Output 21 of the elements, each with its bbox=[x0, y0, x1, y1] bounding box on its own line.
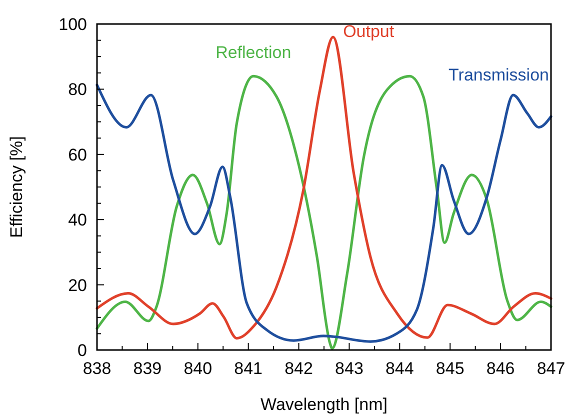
y-tick-label: 40 bbox=[68, 210, 87, 230]
x-tick-label: 844 bbox=[385, 359, 414, 378]
x-axis-title: Wavelength [nm] bbox=[260, 395, 388, 414]
x-tick-label: 842 bbox=[284, 359, 313, 378]
x-tick-label: 838 bbox=[82, 359, 112, 378]
y-axis-title: Efficiency [%] bbox=[7, 136, 26, 238]
y-tick-label: 60 bbox=[68, 145, 87, 164]
x-tick-label: 846 bbox=[486, 359, 515, 378]
x-tick-label: 840 bbox=[184, 359, 212, 378]
y-tick-label: 0 bbox=[78, 341, 87, 360]
x-tick-label: 841 bbox=[234, 359, 263, 378]
series-label: Output bbox=[343, 22, 394, 42]
series-label: Transmission bbox=[448, 66, 549, 85]
x-tick-label: 839 bbox=[133, 359, 162, 378]
y-tick-label: 100 bbox=[58, 15, 87, 34]
y-tick-label: 20 bbox=[68, 276, 87, 295]
x-tick-label: 843 bbox=[335, 359, 364, 378]
x-tick-label: 847 bbox=[536, 359, 566, 378]
y-tick-label: 80 bbox=[68, 80, 87, 100]
x-tick-label: 845 bbox=[436, 359, 464, 378]
series-label: Reflection bbox=[216, 43, 292, 62]
